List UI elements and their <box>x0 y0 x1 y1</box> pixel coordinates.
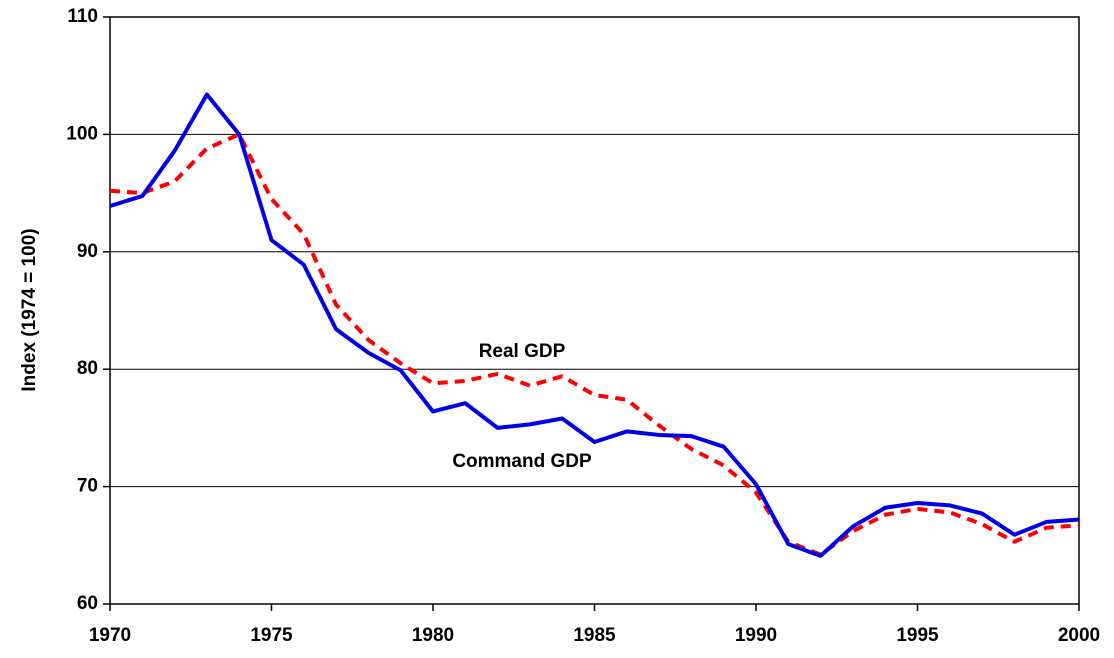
x-tick-label: 1990 <box>735 625 777 646</box>
x-tick-label: 1985 <box>573 625 616 646</box>
x-tick-label: 1975 <box>250 625 293 646</box>
x-tick-label: 2000 <box>1058 625 1100 646</box>
y-tick-label: 80 <box>77 358 98 379</box>
plot-frame <box>109 16 1080 605</box>
x-tick-label: 1980 <box>412 625 454 646</box>
series-line <box>109 92 1080 558</box>
y-tick-label: 60 <box>77 593 98 614</box>
y-tick-label: 110 <box>67 6 98 27</box>
y-tick-label: 70 <box>77 476 98 497</box>
series-label: Command GDP <box>452 451 592 472</box>
x-tick-label: 1995 <box>896 625 939 646</box>
series-line <box>109 132 1080 557</box>
x-tick-label: 1970 <box>89 625 131 646</box>
y-tick-label: 100 <box>66 123 98 144</box>
series-label: Real GDP <box>479 341 566 362</box>
y-axis-title: Index (1974 = 100) <box>19 228 40 391</box>
y-tick-label: 90 <box>77 241 98 262</box>
